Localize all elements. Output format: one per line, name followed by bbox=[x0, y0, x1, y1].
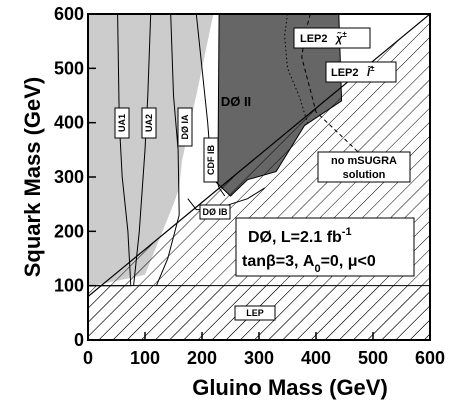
x-tick-label: 0 bbox=[83, 348, 93, 368]
d0-ib-label-box bbox=[199, 204, 231, 220]
lep2-slepton-label: LEP2 bbox=[331, 67, 359, 79]
info-line-1: DØ, L=2.1 fb-1 bbox=[248, 226, 352, 246]
ua2-label: UA2 bbox=[144, 114, 154, 132]
lep2-slepton-label-box bbox=[325, 61, 397, 83]
lep2-chargino-label-box bbox=[293, 27, 371, 49]
ua2-label-box bbox=[141, 107, 157, 139]
d0-ia-label: DØ IA bbox=[180, 114, 190, 140]
no-msugra-label-line2: solution bbox=[343, 169, 386, 181]
no-msugra-label-box bbox=[317, 151, 411, 183]
x-tick-label: 600 bbox=[415, 348, 445, 368]
y-tick-label: 500 bbox=[54, 58, 84, 78]
ua2-contour bbox=[133, 14, 152, 286]
no-msugra-boundary-line bbox=[88, 14, 430, 297]
lep2-slepton-symbol: l̃± bbox=[367, 64, 375, 79]
no-msugra-label-line1: no mSUGRA bbox=[331, 155, 397, 167]
axis-ticks: 0 100 200 300 400 500 600 0 100 200 300 400 500 600 bbox=[54, 4, 445, 368]
d0-ia-label-box bbox=[177, 107, 193, 147]
y-tick-label: 0 bbox=[74, 330, 84, 350]
lep-label-box bbox=[234, 305, 276, 321]
y-tick-label: 100 bbox=[54, 276, 84, 296]
lep-label: LEP bbox=[246, 308, 264, 318]
ua1-label-box bbox=[114, 107, 130, 139]
x-tick-label: 100 bbox=[130, 348, 160, 368]
info-line-2: tanβ=3, A0=0, μ<0 bbox=[242, 253, 376, 275]
x-tick-label: 400 bbox=[301, 348, 331, 368]
y-tick-label: 200 bbox=[54, 221, 84, 241]
y-tick-label: 600 bbox=[54, 4, 84, 24]
ua1-contour bbox=[88, 14, 132, 287]
info-box bbox=[235, 217, 415, 277]
y-axis-label: Squark Mass (GeV) bbox=[20, 77, 45, 278]
lep2-chargino-label: LEP2 bbox=[300, 33, 328, 45]
lep2-chargino-symbol: χ̃± bbox=[335, 30, 347, 45]
y-tick-label: 400 bbox=[54, 113, 84, 133]
cdf-ib-label-box bbox=[203, 137, 219, 183]
d0-ia-contour bbox=[155, 14, 180, 286]
cdf-ib-label: CDF IB bbox=[206, 145, 216, 175]
d0-ib-label: DØ IB bbox=[202, 207, 228, 217]
excluded-region-light-grey bbox=[88, 14, 214, 286]
x-tick-label: 200 bbox=[187, 348, 217, 368]
x-tick-label: 500 bbox=[358, 348, 388, 368]
y-tick-label: 300 bbox=[54, 167, 84, 187]
d0-ii-label: DØ II bbox=[221, 94, 251, 109]
x-axis-label: Gluino Mass (GeV) bbox=[192, 375, 388, 400]
lep2-chargino-curve bbox=[301, 14, 397, 173]
x-tick-label: 300 bbox=[244, 348, 274, 368]
ua1-label: UA1 bbox=[117, 114, 127, 132]
